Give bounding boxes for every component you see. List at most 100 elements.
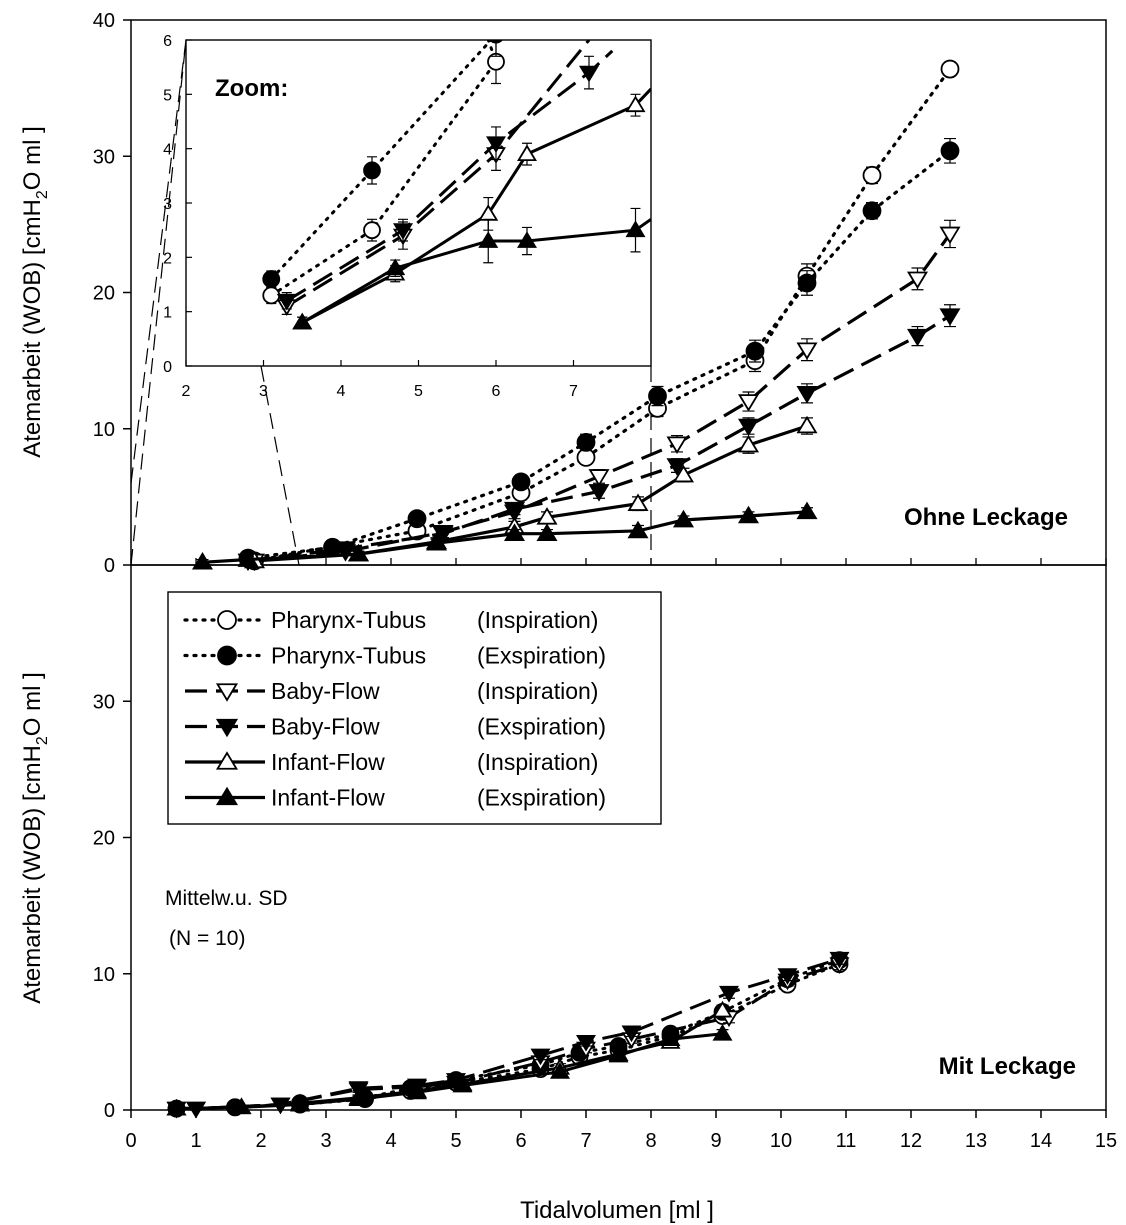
stats-note-line1: Mittelw.u. SD [165,887,288,910]
zoom-y-tick-label: 4 [163,142,172,159]
top-series-6-point [425,532,448,551]
x-tick-label: 9 [710,1130,721,1152]
bottom-series-6-point [550,1062,570,1079]
y-axis-label-top: Atemarbeit (WOB) [cmH2O ml ] [19,126,51,458]
top-series-2-point [511,472,531,492]
legend-marker [215,683,239,702]
bottom-series-6-point [660,1029,681,1047]
x-tick-label: 2 [255,1130,266,1152]
y-tick-label-top: 20 [93,283,115,305]
top-series-3-point [588,469,610,487]
zoom-series-2 [262,40,504,288]
top-series-1-point [862,165,882,185]
zoom-series-2-line [269,40,494,281]
zoom-inset: Zoom: 2 3 4 5 6 7 0 1 2 3 4 5 6 [163,33,652,400]
legend-item: Infant-Flow (Inspiration) [185,749,598,775]
zoom-series-2-point [262,270,281,288]
bottom-series-6-point [290,1094,310,1112]
x-tick-label: 15 [1095,1130,1117,1152]
top-series-6-point [737,505,760,524]
top-series-2-point [862,201,882,221]
zoom-y-tick-label: 6 [163,33,172,50]
top-series-6-point [672,509,695,528]
bottom-series-4-point [719,985,739,1003]
top-series-4-point [334,541,357,559]
bottom-series-2-line [175,958,841,1111]
y-tick-label-top: 0 [104,555,115,577]
bottom-series-1-line [175,962,841,1111]
zoom-y-tick-label: 2 [163,250,172,267]
stats-note-line2: (N = 10) [169,927,245,950]
y-tick-label-top: 30 [93,146,115,168]
zoom-series-4 [276,49,614,311]
zoom-connector-line [260,365,300,566]
legend-marker [215,751,239,770]
x-tick-label: 1 [190,1130,201,1152]
x-tick-label: 8 [645,1130,656,1152]
legend-item: Pharynx-Tubus (Inspiration) [183,607,598,633]
zoom-series-1-point [363,221,381,240]
top-series-4-point [906,328,929,347]
zoom-series-6-point [385,258,406,276]
x-tick-label: 10 [770,1130,792,1152]
bottom-series-6-point [166,1098,187,1116]
bottom-series-6-point [231,1097,252,1115]
top-series-3-point [737,394,760,412]
panel-label-bottom: Mit Leckage [939,1053,1076,1080]
top-series-1-point [940,59,960,79]
zoom-x-tick-label: 6 [492,383,501,400]
legend-item: Infant-Flow (Exspiration) [185,785,606,811]
top-series-6-point [796,501,818,520]
top-series-5-point [796,415,818,434]
top-series-4-point [939,308,961,326]
y-tick-label-bottom: 10 [93,964,115,986]
top-series-4-point [796,386,818,404]
legend-marker [215,718,239,738]
zoom-series-6-point [478,231,499,248]
top-series-6-line [202,510,808,564]
legend-label: Baby-Flow (Exspiration) [271,714,606,740]
bottom-series-6-point [407,1082,427,1100]
zoom-connector-line [130,39,187,566]
top-series-6-point [503,523,526,541]
zoom-series-1 [262,40,505,305]
x-tick-label: 6 [515,1130,526,1152]
top-series-4-point [432,526,454,544]
bottom-series-6-point [608,1045,629,1063]
top-series-4-line [247,314,951,563]
y-tick-label-top: 40 [93,10,115,32]
x-tick-label: 0 [125,1130,136,1152]
zoom-series-5-point [517,144,537,162]
top-series-6-point [536,523,558,541]
bottom-series-6-point [452,1075,473,1093]
top-series-2-point [576,432,596,452]
zoom-series-1-line [269,40,498,297]
zoom-x-tick-label: 2 [182,383,191,400]
bottom-series-6 [166,1023,733,1116]
top-series-2-point [745,341,765,361]
data-series [166,59,961,1119]
legend-label: Pharynx-Tubus (Exspiration) [271,643,606,669]
zoom-series-6-point [625,220,646,238]
legend-marker [215,786,239,806]
legend-marker [217,645,237,666]
top-series-2-point [648,386,667,406]
zoom-x-tick-label: 4 [337,383,346,400]
top-series-5-point [627,493,649,511]
bottom-series-2 [167,951,849,1118]
top-series-6 [191,501,818,570]
top-series-4-point [588,484,610,502]
top-series-6-point [237,549,259,567]
legend-label: Baby-Flow (Inspiration) [271,678,598,704]
bottom-series-6-line [176,1032,723,1111]
zoom-x-tick-label: 5 [414,383,423,400]
bottom-series-4-line [176,957,840,1111]
legend-box [167,591,662,825]
zoom-series-6-point [292,312,313,330]
bottom-series-4-point [621,1025,642,1043]
top-series-3-line [254,232,952,563]
top-series-3-point [796,342,818,360]
x-tick-label: 12 [900,1130,922,1152]
y-tick-label-bottom: 0 [104,1100,115,1122]
